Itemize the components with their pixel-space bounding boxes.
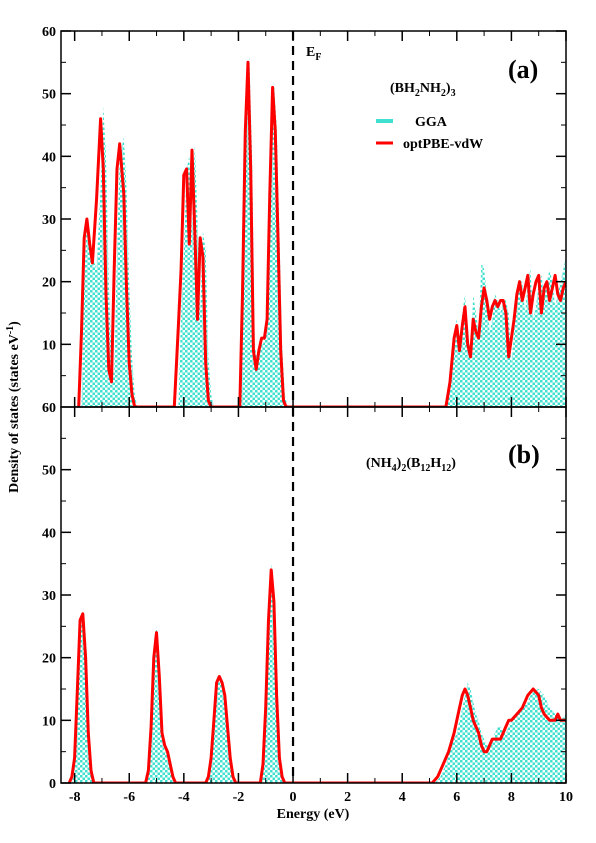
compound-text: ) bbox=[446, 81, 451, 96]
ylabel-text: ) bbox=[7, 321, 22, 326]
compound-subscript: 4 bbox=[392, 463, 397, 474]
fermi-level-label: EF bbox=[306, 45, 321, 63]
y-tick-label-bottom: 60 bbox=[42, 401, 56, 416]
x-axis-ticks-a bbox=[73, 31, 567, 407]
gga-area-a bbox=[81, 56, 566, 407]
y-tick-label: 10 bbox=[42, 338, 56, 353]
x-tick-label: 0 bbox=[290, 790, 297, 805]
legend-label-gga: GGA bbox=[415, 115, 448, 130]
x-tick-label: -2 bbox=[233, 790, 245, 805]
x-tick-label: 4 bbox=[399, 790, 406, 805]
ylabel-superscript: -1 bbox=[5, 326, 16, 334]
compound-subscript: 2 bbox=[441, 88, 446, 99]
legend: GGA optPBE-vdW bbox=[376, 115, 483, 152]
x-tick-label: 8 bbox=[508, 790, 515, 805]
x-tick-label: -4 bbox=[178, 790, 190, 805]
x-tick-label: 2 bbox=[344, 790, 351, 805]
x-axis-label: Energy (eV) bbox=[277, 807, 350, 822]
x-tick-label: -6 bbox=[123, 790, 135, 805]
compound-subscript: 2 bbox=[401, 463, 406, 474]
vdw-line-b bbox=[67, 568, 566, 783]
panel-b-frame bbox=[60, 406, 567, 784]
y-axis-ticks-b: 0 10 20 30 40 50 bbox=[42, 437, 566, 792]
compound-label-a: (BH2NH2)3 bbox=[390, 81, 456, 99]
panel-label-b: (b) bbox=[508, 440, 540, 469]
compound-label-b: (NH4)2(B12H12) bbox=[366, 456, 456, 474]
fermi-label-sub: F bbox=[315, 52, 321, 63]
compound-text: (B bbox=[406, 456, 420, 471]
panel-label-a: (a) bbox=[508, 55, 538, 84]
y-tick-label: 30 bbox=[42, 213, 56, 228]
vdw-dos-line-b bbox=[67, 568, 566, 783]
compound-subscript: 3 bbox=[451, 88, 456, 99]
y-axis-label: Density of states (states eV-1) bbox=[5, 321, 22, 493]
ylabel-text: Density of states (states eV bbox=[7, 334, 22, 493]
compound-text: (NH bbox=[366, 456, 392, 471]
x-axis-ticks-b: -8 -6 -4 -2 0 2 4 6 8 10 bbox=[69, 407, 573, 805]
compound-text: (BH bbox=[390, 81, 415, 96]
x-tick-label: 6 bbox=[453, 790, 460, 805]
legend-label-vdw: optPBE-vdW bbox=[403, 137, 483, 152]
y-tick-label: 10 bbox=[42, 714, 56, 729]
compound-subscript: 12 bbox=[420, 463, 430, 474]
x-tick-label: 10 bbox=[559, 790, 573, 805]
compound-text: NH bbox=[420, 81, 441, 96]
y-tick-label: 20 bbox=[42, 652, 56, 667]
compound-text: ) bbox=[397, 456, 402, 471]
vdw-line-a bbox=[77, 60, 566, 407]
compound-text: H bbox=[430, 456, 441, 471]
compound-subscript: 12 bbox=[441, 463, 451, 474]
y-tick-label: 50 bbox=[42, 464, 56, 479]
vdw-dos-line-a bbox=[77, 60, 566, 407]
x-tick-label: -8 bbox=[69, 790, 81, 805]
y-tick-label: 40 bbox=[42, 150, 56, 165]
y-axis-ticks-a: 10 20 30 40 50 60 60 bbox=[42, 25, 566, 416]
compound-text: ) bbox=[451, 456, 456, 471]
y-tick-label: 50 bbox=[42, 88, 56, 103]
y-tick-label: 60 bbox=[42, 25, 56, 40]
y-tick-label: 30 bbox=[42, 589, 56, 604]
y-tick-label: 0 bbox=[49, 777, 56, 792]
compound-subscript: 2 bbox=[415, 88, 420, 99]
y-tick-label: 20 bbox=[42, 276, 56, 291]
fermi-label-main: E bbox=[306, 45, 315, 60]
gga-dos-area-b bbox=[71, 563, 566, 783]
y-tick-label: 40 bbox=[42, 526, 56, 541]
gga-dos-area-a bbox=[81, 56, 566, 407]
gga-area-b bbox=[71, 563, 566, 783]
